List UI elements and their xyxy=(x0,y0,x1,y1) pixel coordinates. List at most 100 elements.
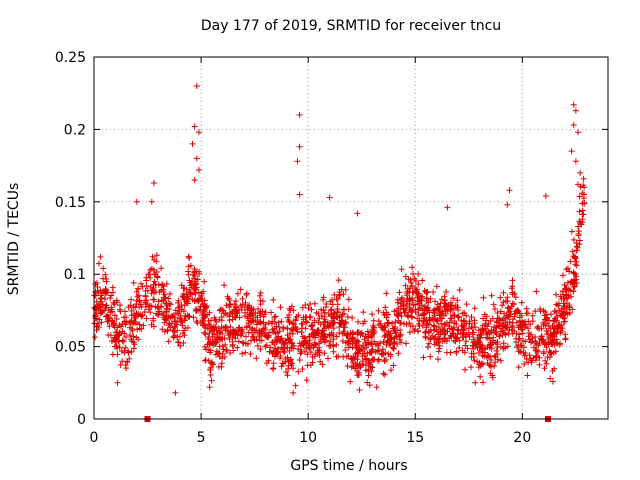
data-point xyxy=(470,339,477,346)
data-point xyxy=(441,321,448,328)
data-point xyxy=(529,312,536,319)
data-point xyxy=(459,347,466,354)
data-point xyxy=(179,330,186,337)
data-point xyxy=(345,353,352,360)
data-point xyxy=(522,338,529,345)
data-point xyxy=(116,344,123,351)
data-point xyxy=(201,278,208,285)
data-point xyxy=(529,335,536,342)
data-point xyxy=(384,337,391,344)
data-point xyxy=(234,290,241,297)
data-point xyxy=(150,317,157,324)
data-point xyxy=(570,253,577,260)
y-tick-label: 0.25 xyxy=(55,50,86,66)
data-point xyxy=(454,304,461,311)
data-point xyxy=(480,294,487,301)
data-point xyxy=(128,348,135,355)
data-point xyxy=(172,389,179,396)
data-point xyxy=(148,290,155,297)
data-point xyxy=(177,315,184,322)
data-point xyxy=(301,334,308,341)
data-point xyxy=(385,319,392,326)
data-point xyxy=(526,329,533,336)
data-point xyxy=(506,187,513,194)
data-point xyxy=(381,358,388,365)
data-point xyxy=(430,289,437,296)
data-point xyxy=(333,333,340,340)
data-point xyxy=(509,277,516,284)
data-point xyxy=(105,332,112,339)
data-point xyxy=(404,285,411,292)
data-point xyxy=(434,318,441,325)
data-point xyxy=(477,348,484,355)
data-point xyxy=(558,296,565,303)
data-point xyxy=(405,276,412,283)
data-point xyxy=(103,276,110,283)
data-point xyxy=(114,379,121,386)
data-point xyxy=(427,326,434,333)
data-point xyxy=(362,340,369,347)
data-point xyxy=(278,344,285,351)
data-point xyxy=(403,321,410,328)
data-point xyxy=(342,347,349,354)
data-point xyxy=(250,334,257,341)
data-point xyxy=(433,328,440,335)
data-point xyxy=(445,323,452,330)
data-point xyxy=(439,326,446,333)
data-point xyxy=(165,338,172,345)
data-point xyxy=(340,353,347,360)
data-point xyxy=(336,319,343,326)
data-point xyxy=(270,296,277,303)
data-point xyxy=(216,343,223,350)
data-point xyxy=(419,277,426,284)
data-point xyxy=(309,326,316,333)
data-point xyxy=(128,317,135,324)
data-point xyxy=(197,320,204,327)
data-point xyxy=(536,354,543,361)
data-point xyxy=(468,364,475,371)
data-point xyxy=(508,285,515,292)
data-point xyxy=(146,271,153,278)
data-point xyxy=(529,357,536,364)
data-point xyxy=(563,266,570,273)
data-point xyxy=(326,331,333,338)
data-point xyxy=(136,297,143,304)
data-point xyxy=(354,337,361,344)
data-point xyxy=(532,347,539,354)
data-point xyxy=(194,276,201,283)
data-point xyxy=(341,330,348,337)
data-point xyxy=(177,315,184,322)
data-point xyxy=(581,184,588,191)
data-point xyxy=(143,277,150,284)
data-point xyxy=(280,348,287,355)
data-point xyxy=(92,315,99,322)
data-point xyxy=(133,310,140,317)
data-point xyxy=(415,271,422,278)
data-point xyxy=(579,207,586,214)
data-point xyxy=(245,304,252,311)
data-point xyxy=(540,350,547,357)
data-point xyxy=(303,319,310,326)
data-point xyxy=(244,340,251,347)
data-point xyxy=(143,282,150,289)
data-point xyxy=(207,366,214,373)
data-point xyxy=(450,324,457,331)
data-point xyxy=(133,301,140,308)
data-point xyxy=(248,307,255,314)
data-point xyxy=(483,354,490,361)
y-tick-label: 0.15 xyxy=(55,195,86,211)
data-point xyxy=(541,365,548,372)
data-point xyxy=(330,343,337,350)
data-point xyxy=(116,321,123,328)
x-tick-label: 20 xyxy=(513,430,531,446)
data-point xyxy=(556,321,563,328)
data-point xyxy=(459,322,466,329)
data-point xyxy=(415,290,422,297)
data-point xyxy=(218,360,225,367)
data-point xyxy=(516,348,523,355)
data-point xyxy=(193,82,200,89)
data-point xyxy=(580,175,587,182)
data-point xyxy=(540,307,547,314)
data-point xyxy=(572,158,579,165)
data-point xyxy=(134,285,141,292)
